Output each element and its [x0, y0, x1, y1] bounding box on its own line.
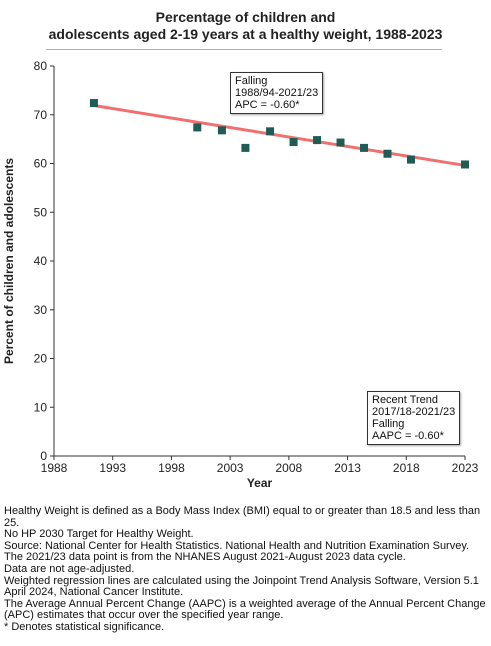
data-point — [193, 123, 202, 132]
footnote: Source: National Center for Health Stati… — [4, 539, 470, 552]
x-tick-label: 2003 — [217, 461, 244, 475]
y-tick-label: 20 — [34, 352, 48, 366]
y-tick-label: 30 — [34, 303, 48, 317]
annotation-falling-line1: Falling — [235, 75, 268, 87]
x-tick-label: 2023 — [452, 461, 479, 475]
data-point — [383, 149, 392, 158]
data-point — [89, 99, 98, 108]
annotation-recent-trend: Recent Trend 2017/18-2021/23 Falling AAP… — [367, 391, 461, 445]
y-tick-label: 50 — [34, 205, 48, 219]
y-tick-label: 0 — [40, 449, 47, 463]
x-tick-label: 1988 — [41, 461, 68, 475]
x-tick-label: 2018 — [393, 461, 420, 475]
y-axis-label: Percent of children and adolescents — [2, 158, 16, 364]
x-tick-label: 1998 — [158, 461, 185, 475]
y-tick-label: 60 — [34, 157, 48, 171]
chart-title: Percentage of children and adolescents a… — [0, 9, 491, 43]
data-point — [360, 143, 369, 152]
y-tick-label: 70 — [34, 108, 48, 122]
y-tick-label: 40 — [34, 254, 48, 268]
data-point — [336, 138, 345, 147]
data-point — [461, 160, 469, 169]
footnote: No HP 2030 Target for Healthy Weight. — [4, 528, 194, 541]
annotation-falling: Falling 1988/94-2021/23 APC = -0.60* — [230, 72, 324, 114]
annotation-falling-line2: 1988/94-2021/23 — [235, 87, 319, 99]
data-point — [313, 136, 322, 145]
annotation-falling-line3: APC = -0.60* — [235, 99, 300, 111]
data-point — [241, 143, 250, 152]
data-point — [289, 138, 298, 147]
x-tick-label: 1993 — [99, 461, 126, 475]
x-tick-label: 2008 — [276, 461, 303, 475]
footnotes: Healthy Weight is defined as a Body Mass… — [4, 505, 486, 634]
chart: 0 10 20 30 40 50 60 70 80 1988 1993 1998 2003 2008 201… — [2, 59, 479, 490]
footnote: Data are not age-adjusted. — [4, 562, 135, 575]
title-divider — [46, 49, 442, 50]
data-point — [266, 127, 275, 136]
data-point — [406, 155, 415, 164]
footnote: Healthy Weight is defined as a Body Mass… — [4, 505, 481, 529]
y-tick-label: 10 — [34, 400, 48, 414]
annotation-recent-line4: AAPC = -0.60* — [372, 430, 444, 442]
annotation-recent-line2: 2017/18-2021/23 — [372, 406, 456, 418]
y-tick-label: 80 — [34, 59, 48, 73]
x-tick-label: 2013 — [334, 461, 361, 475]
chart-title-line1: Percentage of children and — [155, 9, 336, 25]
trend-line — [93, 104, 466, 167]
chart-title-line2: adolescents aged 2-19 years at a healthy… — [48, 26, 443, 42]
footnote: The Average Annual Percent Change (AAPC)… — [4, 597, 486, 622]
footnote: Weighted regression lines are calculated… — [4, 574, 479, 599]
footnote: The 2021/23 data point is from the NHANE… — [4, 551, 406, 564]
data-point — [217, 126, 226, 135]
annotation-recent-line3: Falling — [372, 418, 405, 430]
annotation-recent-line1: Recent Trend — [372, 394, 439, 406]
footnote: * Denotes statistical significance. — [4, 620, 165, 633]
x-axis-label: Year — [247, 476, 273, 490]
